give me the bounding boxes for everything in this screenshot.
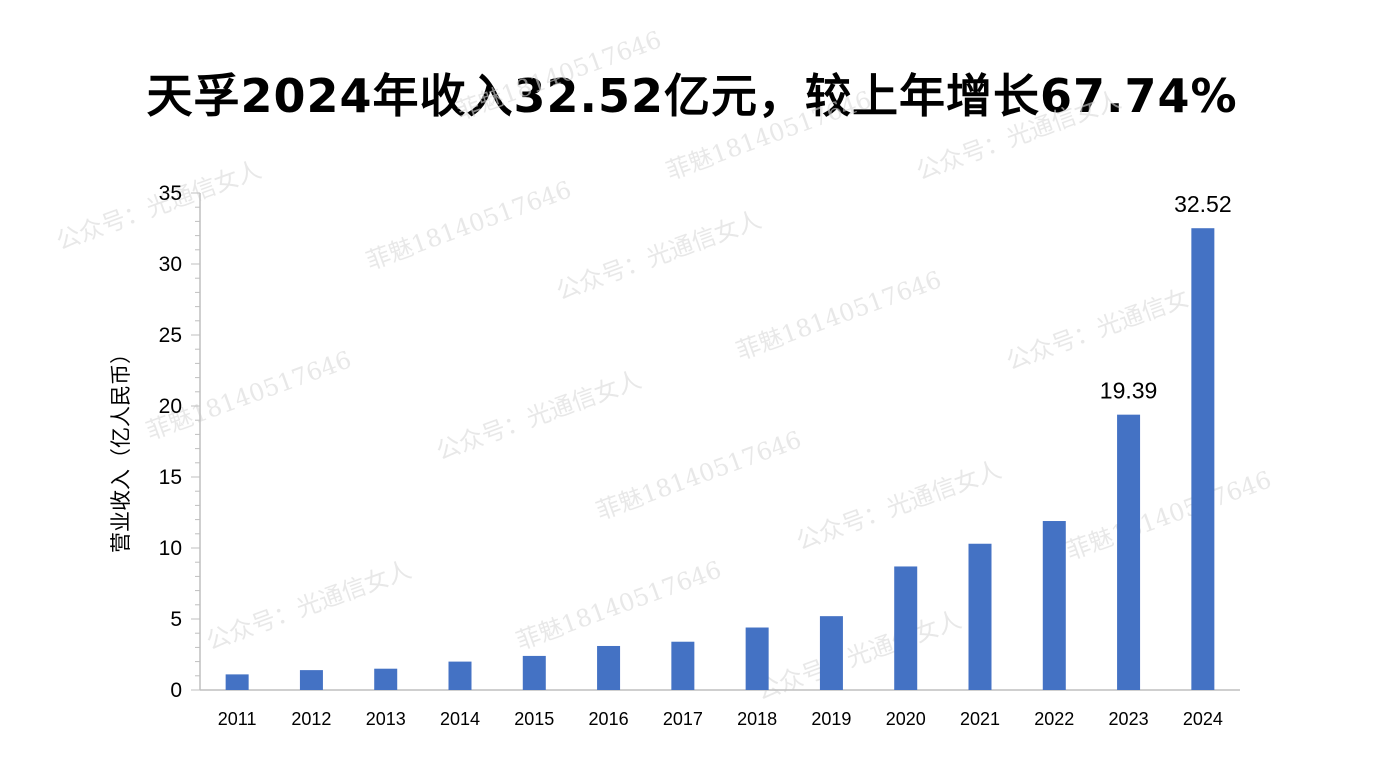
bar-2011 <box>225 674 249 690</box>
axes: 0 5 10 15 20 25 30 35 <box>159 182 1240 702</box>
bar-2017 <box>671 641 695 690</box>
watermark-text: 菲魅18140517646 <box>512 555 725 655</box>
bar-2013 <box>374 668 398 690</box>
y-tick-label: 30 <box>159 253 182 276</box>
x-tick-label: 2016 <box>589 709 629 729</box>
y-tick-label: 20 <box>159 395 182 418</box>
bar-2019 <box>819 616 843 690</box>
watermark-text: 公众号：光通信女人 <box>1002 275 1215 375</box>
x-tick-label: 2018 <box>737 709 777 729</box>
y-tick-label: 10 <box>159 537 182 560</box>
bar-2020 <box>894 566 918 690</box>
data-label-2024: 32.52 <box>1174 191 1232 217</box>
bars <box>225 228 1215 690</box>
bar-2018 <box>745 627 769 690</box>
watermark-text: 公众号：光通信女人 <box>432 365 645 465</box>
bar-2015 <box>522 655 546 690</box>
x-tick-label: 2012 <box>291 709 331 729</box>
y-axis-label: 营业收入（亿人民币） <box>109 343 133 553</box>
x-tick-label: 2015 <box>514 709 554 729</box>
labels: 2011 2012 2013 2014 2015 2016 2017 2018 2019 2020… <box>218 191 1232 729</box>
bar-2012 <box>299 670 323 690</box>
watermark-text: 菲魅18140517646 <box>1062 465 1275 565</box>
chart-title: 天孚2024年收入32.52亿元，较上年增长67.74% <box>146 69 1238 123</box>
bar-2016 <box>597 645 621 690</box>
watermark-text: 公众号：光通信女人 <box>52 155 265 255</box>
bar-2023 <box>1117 414 1141 690</box>
watermark-text: 菲魅18140517646 <box>662 85 875 185</box>
x-tick-label: 2022 <box>1034 709 1074 729</box>
x-tick-label: 2011 <box>218 709 257 729</box>
bar-2014 <box>448 661 472 690</box>
x-tick-label: 2021 <box>960 709 1000 729</box>
y-tick-label: 15 <box>159 466 182 489</box>
x-tick-label: 2024 <box>1183 709 1223 729</box>
watermark-layer: 公众号：光通信女人 菲魅18140517646公众号：光通信女人菲魅1814051… <box>52 25 1275 705</box>
y-tick-label: 0 <box>170 679 182 702</box>
y-tick-label: 25 <box>159 324 182 347</box>
bar-2021 <box>968 543 992 690</box>
x-tick-label: 2019 <box>811 709 851 729</box>
x-tick-label: 2017 <box>663 709 703 729</box>
watermark-text: 菲魅18140517646 <box>452 25 665 125</box>
x-tick-label: 2014 <box>440 709 480 729</box>
watermark-text: 公众号：光通信女人 <box>912 85 1125 185</box>
bar-2022 <box>1042 521 1066 690</box>
watermark-text: 菲魅18140517646 <box>732 265 945 365</box>
watermark-text: 公众号：光通信女人 <box>552 205 765 305</box>
x-tick-label: 2020 <box>886 709 926 729</box>
watermark-text: 菲魅18140517646 <box>362 175 575 275</box>
y-tick-label: 35 <box>159 182 182 205</box>
y-tick-label: 5 <box>170 608 182 631</box>
data-label-2023: 19.39 <box>1100 378 1158 404</box>
x-tick-label: 2023 <box>1109 709 1149 729</box>
watermark-text: 菲魅18140517646 <box>592 425 805 525</box>
watermark-text: 公众号：光通信女人 <box>792 455 1005 555</box>
x-tick-label: 2013 <box>366 709 406 729</box>
bar-2024 <box>1191 228 1215 690</box>
watermark-text: 公众号：光通信女人 <box>202 555 415 655</box>
